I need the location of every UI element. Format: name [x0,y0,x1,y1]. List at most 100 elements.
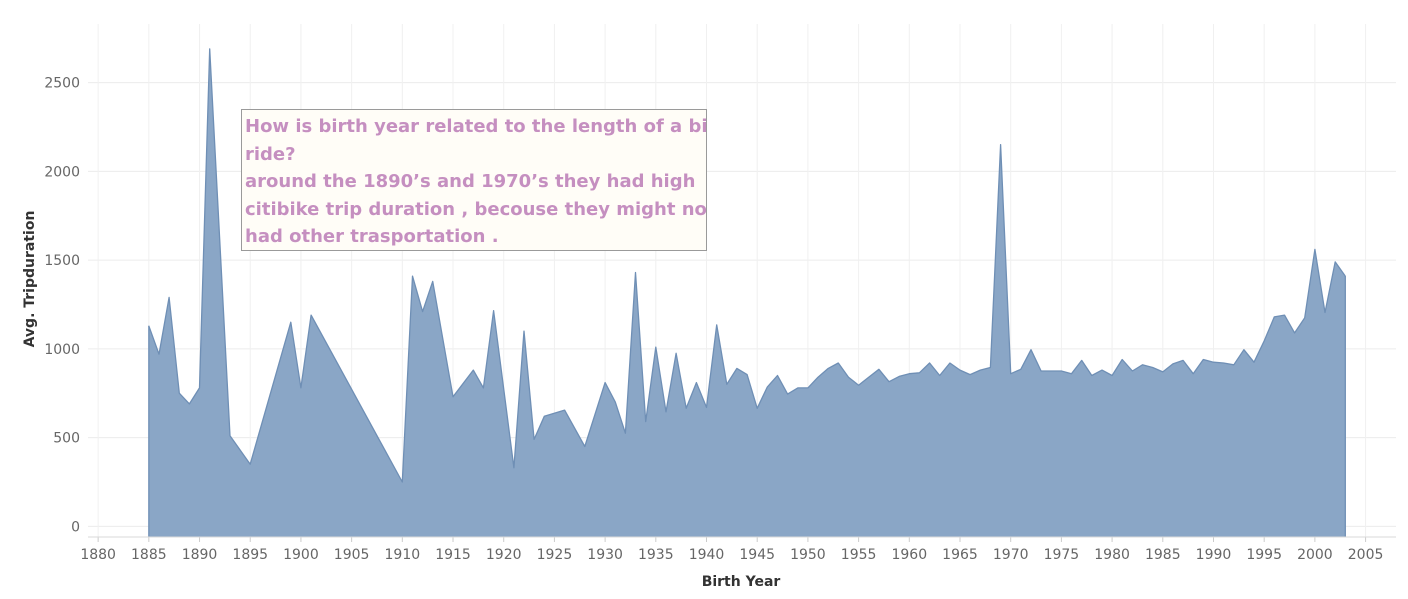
axes: 0 500 1000 1500 2000 2500 1880 1885 1890 1895 1900… [44,76,1396,563]
data-point [249,463,252,466]
annotation-line: ride? [245,143,296,165]
data-point [1161,370,1164,373]
data-point [310,314,313,317]
data-point [644,420,647,423]
data-point [1141,363,1144,366]
data-point [908,372,911,375]
data-point [289,321,292,324]
x-tick-label: 1990 [1196,547,1232,563]
data-point [1192,372,1195,375]
data-point [1060,370,1063,373]
x-tick-label: 1915 [435,547,471,563]
data-point [523,330,526,333]
data-point [634,271,637,274]
data-point [1171,362,1174,365]
data-point [735,367,738,370]
data-point [1111,374,1114,377]
area-line [148,48,1346,483]
series-area [148,47,1347,538]
data-point [888,380,891,383]
data-point [543,415,546,418]
annotation-line: around the 1890’s and 1970’s they had hi… [245,171,696,192]
data-point [1019,368,1022,371]
x-tick-label: 1910 [385,547,421,563]
data-point [178,392,181,395]
x-tick-label: 1945 [739,547,775,563]
y-axis-title: Avg. Tripduration [22,211,38,348]
data-point [695,381,698,384]
data-point [877,368,880,371]
y-tick-label: 0 [71,519,80,535]
data-point [959,369,962,372]
x-tick-label: 1925 [537,547,573,563]
x-tick-label: 1995 [1246,547,1282,563]
data-point [614,401,617,404]
data-point [411,275,414,278]
data-point [725,383,728,386]
data-point [1212,361,1215,364]
data-point [624,432,627,435]
area-fill [148,48,1346,538]
data-point [918,371,921,374]
data-point [827,367,830,370]
data-point [1253,361,1256,364]
data-point [401,481,404,484]
x-tick-label: 1970 [993,547,1029,563]
data-point [969,373,972,376]
x-tick-label: 1940 [689,547,725,563]
data-point [746,373,749,376]
data-point [583,445,586,448]
data-point [989,366,992,369]
data-point [817,376,820,379]
data-point [786,393,789,396]
data-point [168,296,171,299]
x-tick-label: 1985 [1145,547,1181,563]
data-point [665,410,668,413]
data-point [705,406,708,409]
y-tick-label: 2500 [44,76,80,92]
x-tick-label: 1930 [587,547,623,563]
data-point [1131,370,1134,373]
data-point [1101,369,1104,372]
x-tick-label: 1900 [283,547,319,563]
y-tick-label: 500 [53,431,80,447]
data-point [492,309,495,312]
data-point [208,47,211,50]
data-point [999,143,1002,146]
x-tick-label: 1965 [942,547,978,563]
x-tick-label: 1880 [80,547,116,563]
data-point [188,402,191,405]
data-point [1030,348,1033,351]
data-point [1151,366,1154,369]
data-point [1283,314,1286,317]
data-point [421,310,424,313]
x-axis-title: Birth Year [702,574,781,590]
y-tick-label: 2000 [44,164,80,180]
data-point [1222,362,1225,365]
data-point [1293,331,1296,334]
data-point [1009,372,1012,375]
data-point [158,353,161,356]
data-point [948,362,951,365]
data-point [604,381,607,384]
data-point [847,376,850,379]
data-point [928,362,931,365]
data-point [229,434,232,437]
data-point [837,362,840,365]
data-point [796,386,799,389]
data-point [1263,339,1266,342]
data-point [979,369,982,372]
data-point [198,386,201,389]
data-point [1090,374,1093,377]
data-point [1050,370,1053,373]
annotation-line: citibike trip duration , becouse they mi… [245,198,707,220]
x-tick-label: 1975 [1044,547,1080,563]
data-point [1202,358,1205,361]
data-point [675,352,678,355]
data-point [1344,275,1347,278]
data-point [1121,358,1124,361]
data-point [1040,370,1043,373]
data-point [452,395,455,398]
data-point [563,409,566,412]
